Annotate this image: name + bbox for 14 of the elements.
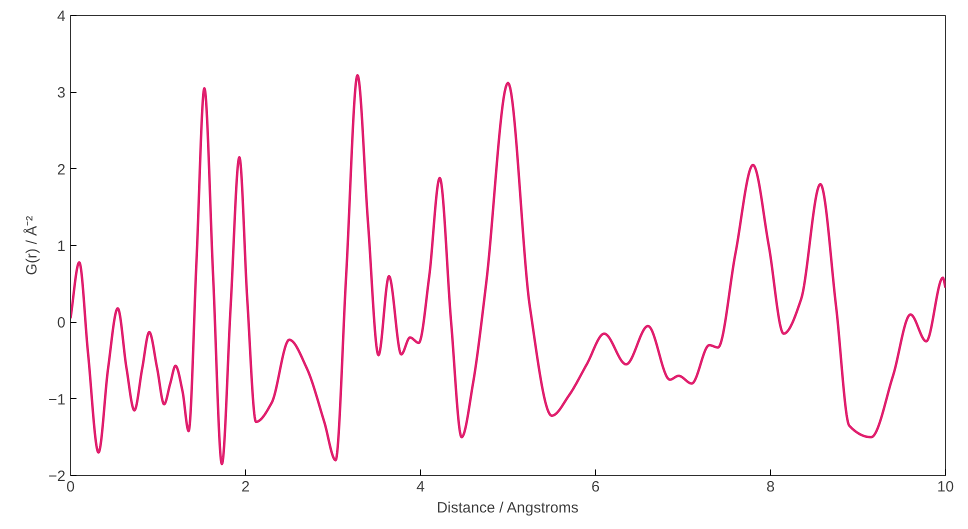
y-tick-label: −1 (48, 391, 66, 408)
y-tick-label: 0 (57, 314, 66, 332)
y-tick-label: −2 (48, 468, 66, 485)
x-tick-label: 6 (591, 478, 600, 496)
y-tick-label: 4 (57, 8, 66, 25)
y-tick-label: 2 (57, 161, 66, 178)
y-axis-title: G(r) / Å⁻² (22, 216, 40, 276)
x-tick-label: 8 (766, 478, 775, 496)
x-tick-label: 4 (416, 478, 425, 496)
x-tick-label: 2 (241, 478, 250, 496)
x-axis-title: Distance / Angstroms (436, 500, 578, 516)
x-tick-label: 10 (937, 478, 954, 496)
y-tick-label: 3 (57, 84, 66, 102)
y-tick-label: 1 (57, 238, 66, 255)
